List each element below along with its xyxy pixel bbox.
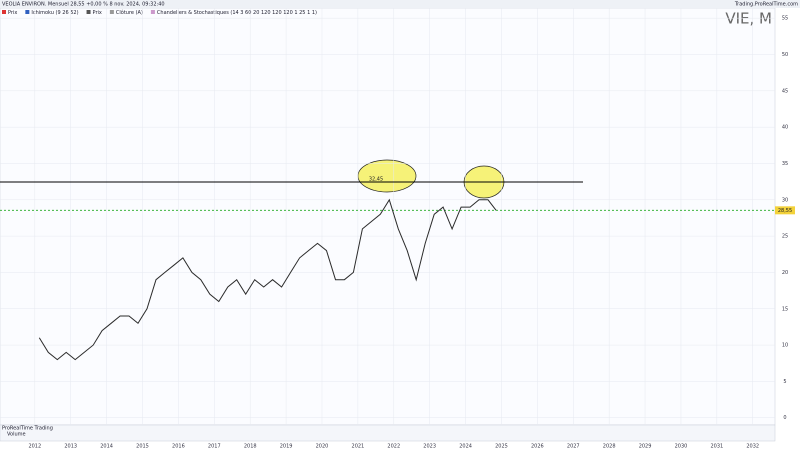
highlight-ellipse (357, 159, 417, 193)
x-tick-label: 2017 (208, 444, 221, 450)
y-tick-label: 55 (782, 16, 788, 22)
legend-swatch (25, 10, 30, 14)
x-tick-label: 2026 (531, 444, 544, 450)
y-tick-label: 0 (783, 415, 786, 421)
x-tick-label: 2012 (28, 444, 41, 450)
x-tick-label: 2020 (316, 444, 329, 450)
y-tick-label: 15 (782, 306, 788, 312)
indicator-legend: Prix Ichimoku (9 26 52) Prix Clôture (A) Cha… (2, 9, 317, 16)
x-tick-label: 2021 (352, 444, 365, 450)
x-tick-label: 2024 (459, 444, 472, 450)
x-tick-label: 2030 (675, 444, 688, 450)
x-tick-label: 2014 (100, 444, 113, 450)
legend-label: Ichimoku (9 26 52) (31, 10, 78, 16)
x-tick-label: 2016 (172, 444, 185, 450)
chart-title: VEOLIA ENVIRON. Mensuel 28,55 +0,00 % 8 … (2, 2, 165, 8)
x-tick-label: 2025 (495, 444, 508, 450)
y-tick-label: 45 (782, 88, 788, 94)
legend-swatch (150, 10, 155, 14)
x-tick-label: 2027 (567, 444, 580, 450)
x-tick-label: 2015 (136, 444, 149, 450)
x-tick-label: 2022 (387, 444, 400, 450)
y-tick-label: 10 (782, 343, 788, 349)
x-tick-label: 2018 (244, 444, 257, 450)
legend-label: Prix (93, 10, 102, 16)
legend-label: Prix (8, 10, 17, 16)
volume-label: Volume (7, 432, 26, 438)
y-tick-label: 50 (782, 52, 788, 58)
x-tick-label: 2029 (639, 444, 652, 450)
source: Trading.ProRealTime.com (734, 2, 798, 8)
x-tick-label: 2013 (64, 444, 77, 450)
x-tick-label: 2032 (746, 444, 759, 450)
symbol: VIE, M (725, 10, 772, 28)
x-tick-label: 2023 (423, 444, 436, 450)
legend-swatch (86, 10, 91, 14)
x-tick-label: 2031 (710, 444, 723, 450)
y-tick-label: 5 (783, 379, 786, 385)
level-label: 32,45 (369, 176, 383, 182)
y-tick-label: 30 (782, 197, 788, 203)
y-tick-label: 20 (782, 270, 788, 276)
x-tick-label: 2028 (603, 444, 616, 450)
legend-label: Clôture (A) (116, 9, 143, 16)
legend-swatch (2, 10, 6, 14)
plot-area (0, 7, 776, 426)
last-price-label: 28,55 (778, 208, 792, 214)
volume-panel (0, 424, 776, 442)
y-tick-label: 35 (782, 161, 788, 167)
legend-label: Chandeliers & Stochastiques (14 3 60 20 … (157, 10, 317, 16)
last-price-tag (775, 206, 795, 215)
panel-title: ProRealTime Trading (2, 426, 53, 432)
top-bar (0, 0, 800, 8)
legend-swatch (109, 10, 114, 14)
y-tick-label: 40 (782, 125, 788, 131)
price-line (38, 198, 497, 361)
y-tick-label: 25 (782, 234, 788, 240)
x-tick-label: 2019 (280, 444, 293, 450)
